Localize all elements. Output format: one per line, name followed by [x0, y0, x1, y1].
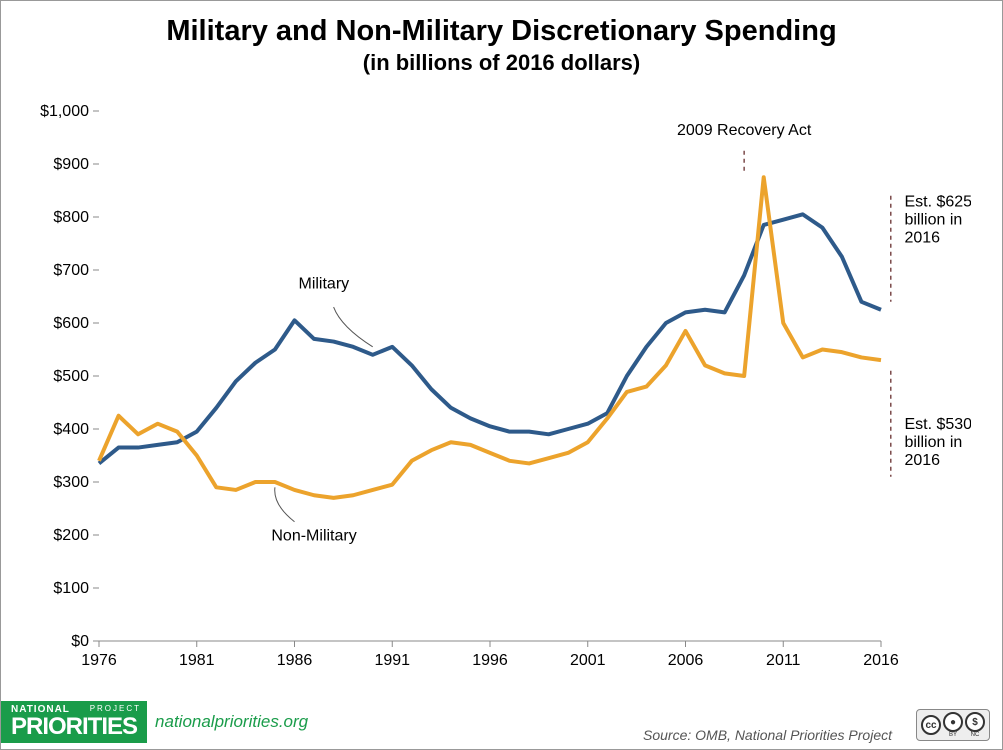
- x-tick-label: 1986: [277, 652, 313, 669]
- logo-line2: PRIORITIES: [11, 715, 137, 739]
- cc-icon: cc: [921, 715, 941, 735]
- series-military: [99, 214, 881, 463]
- annotation-military-label: Military: [298, 276, 349, 293]
- x-tick-label: 1996: [472, 652, 508, 669]
- title-block: Military and Non-Military Discretionary …: [1, 1, 1002, 76]
- y-tick-label: $600: [53, 315, 89, 332]
- annotation-est-530: billion in: [904, 434, 962, 451]
- cc-license-icon: cc ●BY $NC: [916, 709, 990, 741]
- y-tick-label: $400: [53, 421, 89, 438]
- y-tick-label: $800: [53, 209, 89, 226]
- x-tick-label: 2011: [766, 652, 801, 669]
- y-tick-label: $1,000: [40, 103, 89, 120]
- x-tick-label: 1976: [81, 652, 117, 669]
- footer-source: Source: OMB, National Priorities Project: [643, 727, 892, 743]
- y-tick-label: $700: [53, 262, 89, 279]
- y-tick-label: $100: [53, 580, 89, 597]
- annotation-nonmilitary-label: Non-Military: [271, 527, 356, 544]
- logo-line3: PROJECT: [90, 705, 141, 713]
- line-chart-svg: 1976 1981 1986 1991 1996 2001 2006 2011 2016 $0 $1…: [31, 101, 971, 676]
- chart-frame: Military and Non-Military Discretionary …: [0, 0, 1003, 750]
- annotation-est-530: Est. $530: [904, 416, 971, 433]
- chart-area: 1976 1981 1986 1991 1996 2001 2006 2011 2016 $0 $1…: [31, 101, 971, 676]
- chart-title: Military and Non-Military Discretionary …: [1, 15, 1002, 48]
- annotation-est-625: billion in: [904, 211, 962, 228]
- annotation-est-530: 2016: [904, 452, 940, 469]
- cc-nc-icon: $: [965, 712, 985, 732]
- x-tick-label: 2016: [863, 652, 899, 669]
- footer: NATIONAL PRIORITIES PROJECT nationalprio…: [1, 694, 1002, 749]
- annotation-curve: [275, 487, 295, 521]
- x-tick-label: 2006: [668, 652, 704, 669]
- annotation-recovery-act: 2009 Recovery Act: [677, 122, 812, 139]
- y-tick-label: $900: [53, 156, 89, 173]
- annotation-curve: [334, 307, 373, 347]
- x-tick-label: 1981: [179, 652, 215, 669]
- footer-url: nationalpriorities.org: [155, 712, 308, 732]
- annotation-est-625: 2016: [904, 229, 940, 246]
- x-tick-label: 1991: [374, 652, 410, 669]
- cc-by-icon: ●: [943, 712, 963, 732]
- x-tick-label: 2001: [570, 652, 606, 669]
- y-tick-label: $300: [53, 474, 89, 491]
- annotation-est-625: Est. $625: [904, 193, 971, 210]
- chart-subtitle: (in billions of 2016 dollars): [1, 50, 1002, 76]
- y-tick-label: $200: [53, 527, 89, 544]
- y-tick-label: $0: [71, 633, 89, 650]
- npp-logo: NATIONAL PRIORITIES PROJECT: [1, 701, 147, 743]
- y-tick-label: $500: [53, 368, 89, 385]
